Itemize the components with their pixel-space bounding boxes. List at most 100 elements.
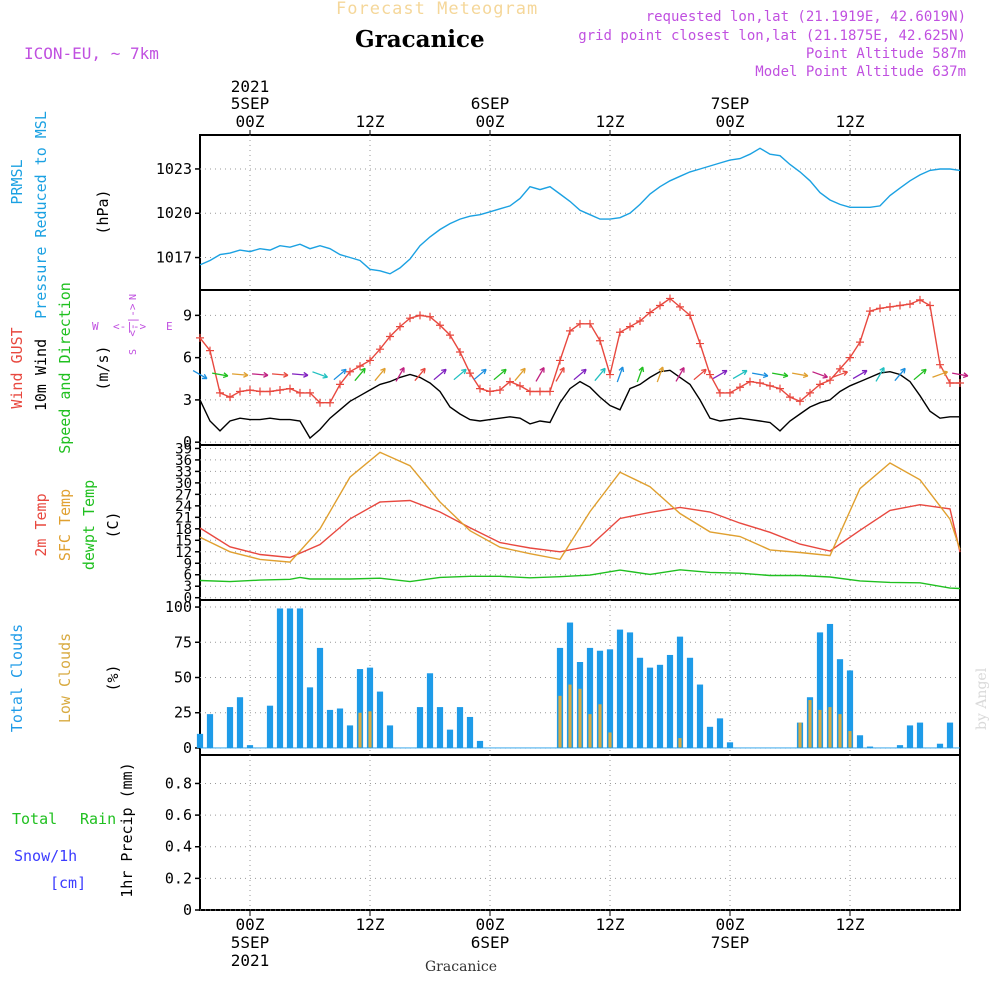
wind-direction-arrowhead <box>581 368 587 375</box>
gust-marker <box>656 301 664 310</box>
gust-marker <box>806 388 814 397</box>
gust-marker <box>416 311 424 320</box>
gust-marker <box>376 345 384 354</box>
low-cloud-bar <box>808 700 812 748</box>
bottom-date-label: 7SEP <box>711 933 750 952</box>
wind-ytick-label: 3 <box>183 391 192 409</box>
wind-direction-label: Speed and Direction <box>56 282 74 454</box>
gust-marker <box>736 383 744 392</box>
wind-direction-arrow <box>414 367 426 382</box>
compass-east: E <box>166 320 173 333</box>
total-cloud-bar <box>196 733 204 748</box>
wind-direction-arrowhead <box>520 367 526 374</box>
gust-marker <box>406 314 414 323</box>
temperature-series-sfc-temp <box>199 451 961 563</box>
wind-direction-arrowhead <box>942 370 949 376</box>
wind-direction-arrowhead <box>399 367 405 373</box>
gust-marker <box>636 317 644 325</box>
gust-marker <box>696 339 704 348</box>
precip-panel-frame <box>199 754 961 911</box>
wind-direction-arrow <box>493 368 507 381</box>
total-precip-label: Total <box>12 810 57 828</box>
gust-marker <box>236 387 244 396</box>
wind-direction-arrow <box>656 366 664 383</box>
wind-direction-arrowhead <box>360 367 366 374</box>
model-name: ICON-EU, ~ 7km <box>24 44 159 63</box>
snow-label: Snow/1h <box>14 847 77 865</box>
wind-series-10m-wind <box>199 369 960 440</box>
low-cloud-bar <box>578 688 582 748</box>
top-time-label: 00Z <box>716 112 745 131</box>
wind-direction-arrow <box>514 367 526 382</box>
gust-marker <box>796 397 804 406</box>
total-cloud-bar <box>226 707 234 748</box>
wind-direction-arrow <box>231 373 249 376</box>
wind-direction-arrow <box>374 367 386 382</box>
gust-marker <box>456 348 464 356</box>
total-cloud-bar <box>266 705 274 748</box>
grid-point-coordinates: grid point closest lon,lat (21.1875E, 42… <box>578 28 966 44</box>
total-cloud-bar <box>836 659 844 748</box>
total-cloud-bar <box>356 669 364 748</box>
wind-series-wind-gust <box>199 297 960 404</box>
wind-direction-arrowhead <box>441 368 447 375</box>
temperature-series-dewpt-temp <box>199 569 961 590</box>
bottom-time-label: 12Z <box>596 915 625 934</box>
top-date-label: 7SEP <box>711 94 750 113</box>
gust-marker <box>556 356 564 365</box>
wind-direction-arrowhead <box>243 371 249 378</box>
precip-unit-label: 1hr Precip (mm) <box>118 762 136 897</box>
low-cloud-bar <box>598 704 602 748</box>
gust-marker <box>516 381 524 390</box>
top-time-label: 12Z <box>836 112 865 131</box>
wind-direction-arrow <box>772 372 788 377</box>
low-cloud-bar <box>368 711 372 748</box>
footer-location: Gracanice <box>425 959 498 975</box>
pressure-long-label: Pressure Reduced to MSL <box>32 111 50 319</box>
top-time-label: 00Z <box>236 112 265 131</box>
wind-direction-arrow <box>812 371 828 378</box>
gust-marker <box>286 384 294 393</box>
wind-direction-arrowhead <box>322 373 329 379</box>
pressure-panel-frame <box>199 134 961 291</box>
pressure-series-prmsl <box>199 147 961 275</box>
total-cloud-bar <box>436 707 444 748</box>
dewpt-label: dewpt Temp <box>80 480 98 570</box>
gust-marker <box>776 384 784 393</box>
gust-marker <box>916 295 924 304</box>
total-cloud-bar <box>706 726 714 748</box>
wind-direction-arrow <box>932 371 948 378</box>
total-cloud-bar <box>666 654 674 748</box>
compass-south: S <box>128 349 139 355</box>
gust-marker <box>526 387 534 396</box>
wind-direction-arrow <box>752 372 768 377</box>
gust-marker <box>766 381 774 390</box>
gust-marker <box>366 356 374 365</box>
wind-direction-arrowhead <box>842 370 849 376</box>
wind-direction-arrowhead <box>600 367 606 374</box>
wind-direction-arrow <box>852 369 868 380</box>
wind-direction-arrowhead <box>741 369 748 376</box>
precip-ytick-label: 0 <box>183 901 192 919</box>
total-cloud-bar <box>676 636 684 748</box>
gust-marker <box>486 387 494 396</box>
gust-marker <box>906 300 914 309</box>
wind-direction-arrow <box>555 367 565 382</box>
total-cloud-bar <box>636 657 644 748</box>
wind-direction-arrow <box>192 369 208 380</box>
gust-marker <box>886 302 894 311</box>
clouds-ytick-label: 75 <box>174 633 192 651</box>
wind-direction-arrow <box>894 367 906 382</box>
total-cloud-bar <box>206 714 214 748</box>
gust-marker <box>706 370 714 379</box>
pressure-ytick-label: 1023 <box>156 160 192 178</box>
total-cloud-bar <box>296 608 304 748</box>
bottom-time-label: 12Z <box>356 915 385 934</box>
compass-west: W <box>92 320 99 333</box>
gust-marker <box>726 388 734 397</box>
wind-direction-arrow <box>433 368 447 381</box>
wind-direction-arrowhead <box>861 369 868 376</box>
temperature-ytick-label: 33 <box>175 464 192 480</box>
wind-direction-arrow <box>594 367 606 382</box>
total-cloud-bar <box>326 709 334 748</box>
